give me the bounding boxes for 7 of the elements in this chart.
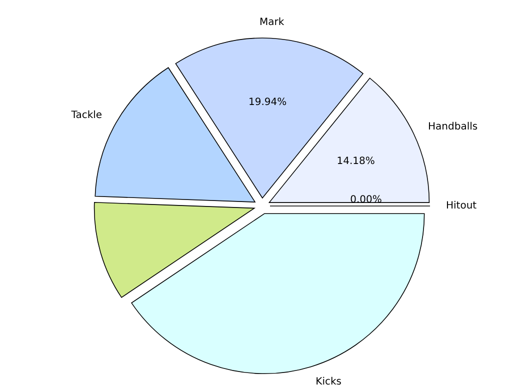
data-label: 19.94%	[248, 96, 287, 108]
slice-label: Handballs	[428, 121, 478, 132]
data-label: 14.18%	[336, 156, 375, 167]
slice-label: Tackle	[70, 110, 102, 121]
category-label: Hitout	[446, 200, 477, 212]
slice-label: Mark	[259, 16, 284, 28]
slice-label: Kicks	[316, 376, 342, 388]
